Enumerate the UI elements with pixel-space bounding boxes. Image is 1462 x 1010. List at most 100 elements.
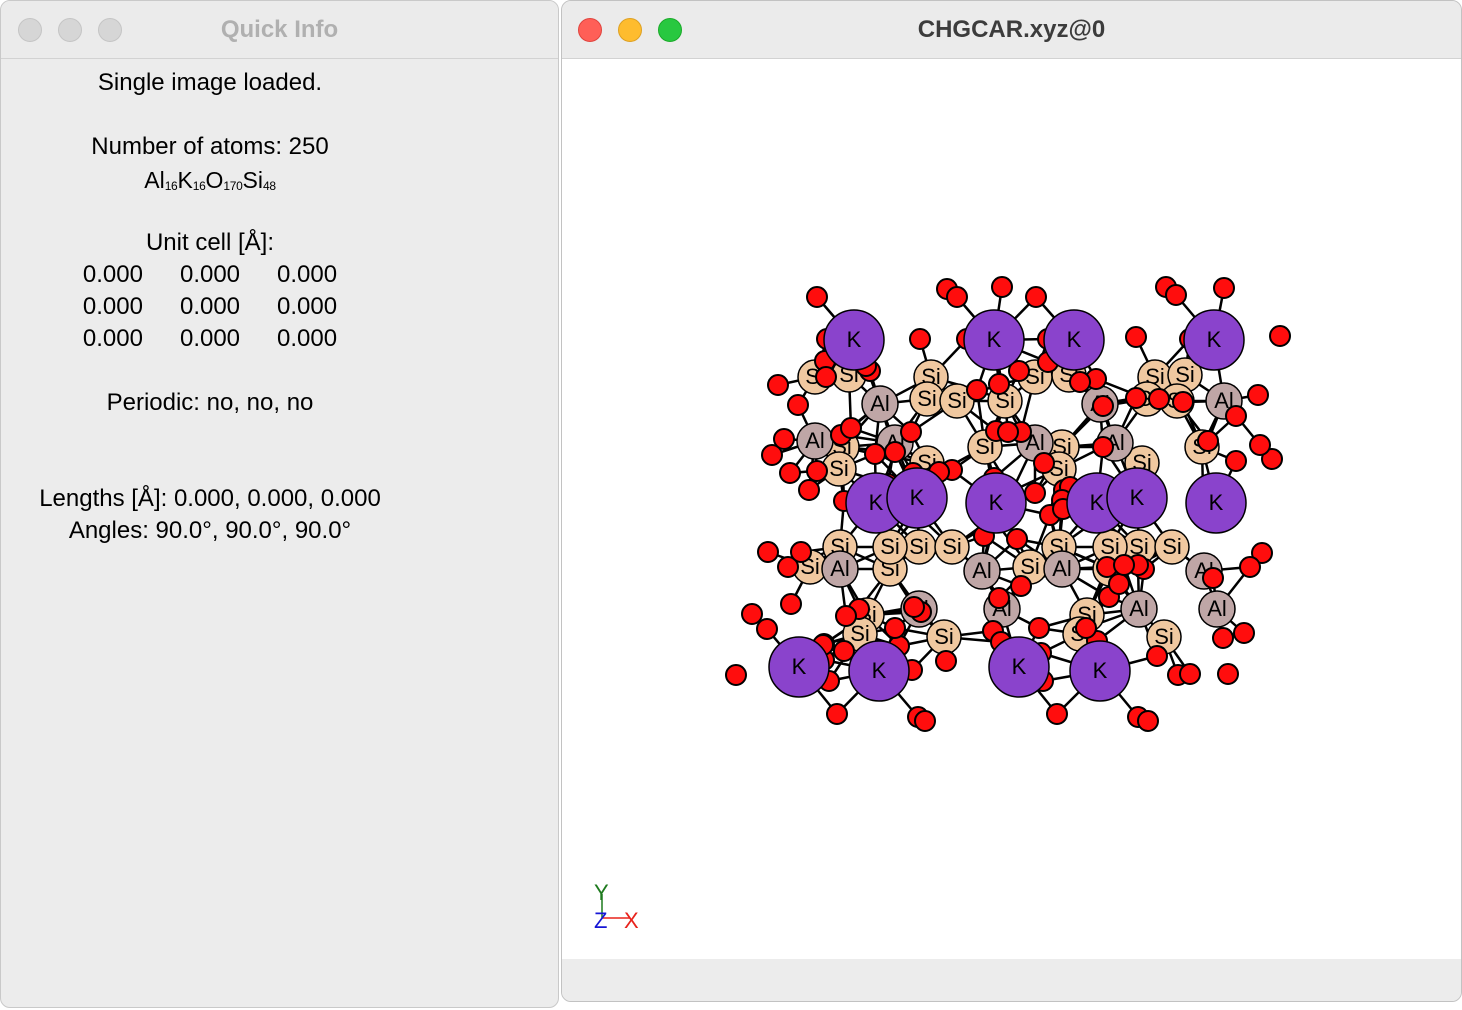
oxygen-atom[interactable] xyxy=(761,444,783,466)
oxygen-atom[interactable] xyxy=(1217,663,1239,685)
silicon-atom[interactable]: Si xyxy=(939,383,975,419)
aluminium-atom[interactable]: Al xyxy=(963,552,1001,590)
oxygen-atom[interactable] xyxy=(798,479,820,501)
aluminium-atom[interactable]: Al xyxy=(861,385,899,423)
oxygen-atom[interactable] xyxy=(1075,617,1097,639)
oxygen-atom[interactable] xyxy=(1172,391,1194,413)
oxygen-atom[interactable] xyxy=(1179,663,1201,685)
potassium-atom[interactable]: K xyxy=(886,467,948,529)
oxygen-atom[interactable] xyxy=(1225,405,1247,427)
aluminium-atom[interactable]: Al xyxy=(1120,590,1158,628)
potassium-atom[interactable]: K xyxy=(823,309,885,371)
potassium-atom[interactable]: K xyxy=(1185,472,1247,534)
potassium-atom[interactable]: K xyxy=(988,636,1050,698)
oxygen-atom[interactable] xyxy=(1024,482,1046,504)
viewer-titlebar[interactable]: CHGCAR.xyz@0 xyxy=(562,1,1461,59)
oxygen-atom[interactable] xyxy=(806,286,828,308)
oxygen-atom[interactable] xyxy=(909,328,931,350)
oxygen-atom[interactable] xyxy=(1008,360,1030,382)
oxygen-atom[interactable] xyxy=(815,366,837,388)
oxygen-atom[interactable] xyxy=(806,460,828,482)
oxygen-atom[interactable] xyxy=(1137,710,1159,732)
oxygen-atom[interactable] xyxy=(787,394,809,416)
quick-info-titlebar[interactable]: Quick Info xyxy=(1,1,558,59)
potassium-atom[interactable]: K xyxy=(963,309,1025,371)
oxygen-atom[interactable] xyxy=(1069,371,1091,393)
oxygen-atom[interactable] xyxy=(946,286,968,308)
silicon-atom[interactable]: Si xyxy=(1154,529,1190,565)
oxygen-atom[interactable] xyxy=(991,276,1013,298)
oxygen-atom[interactable] xyxy=(1108,573,1130,595)
oxygen-atom[interactable] xyxy=(767,374,789,396)
oxygen-atom[interactable] xyxy=(1165,284,1187,306)
oxygen-atom[interactable] xyxy=(1249,434,1271,456)
potassium-atom[interactable]: K xyxy=(1106,467,1168,529)
oxygen-atom[interactable] xyxy=(1247,384,1269,406)
zoom-button[interactable] xyxy=(658,18,682,42)
oxygen-atom[interactable] xyxy=(1148,388,1170,410)
oxygen-atom[interactable] xyxy=(1113,554,1135,576)
oxygen-atom[interactable] xyxy=(988,373,1010,395)
oxygen-atom[interactable] xyxy=(1251,542,1273,564)
aluminium-atom[interactable]: Al xyxy=(1043,550,1081,588)
oxygen-atom[interactable] xyxy=(1212,627,1234,649)
silicon-atom[interactable]: Si xyxy=(909,381,945,417)
oxygen-atom[interactable] xyxy=(935,650,957,672)
oxygen-atom[interactable] xyxy=(1146,645,1168,667)
oxygen-atom[interactable] xyxy=(1092,436,1114,458)
oxygen-atom[interactable] xyxy=(779,462,801,484)
potassium-atom[interactable]: K xyxy=(1069,640,1131,702)
silicon-atom[interactable]: Si xyxy=(872,529,908,565)
oxygen-atom[interactable] xyxy=(903,596,925,618)
oxygen-atom[interactable] xyxy=(988,587,1010,609)
aluminium-atom[interactable]: Al xyxy=(796,422,834,460)
oxygen-atom[interactable] xyxy=(997,421,1019,443)
oxygen-atom[interactable] xyxy=(1010,575,1032,597)
oxygen-atom[interactable] xyxy=(1033,452,1055,474)
oxygen-atom[interactable] xyxy=(826,703,848,725)
oxygen-atom[interactable] xyxy=(1025,286,1047,308)
oxygen-atom[interactable] xyxy=(1213,277,1235,299)
oxygen-atom[interactable] xyxy=(884,441,906,463)
oxygen-atom[interactable] xyxy=(780,593,802,615)
zoom-button[interactable] xyxy=(98,18,122,42)
oxygen-atom[interactable] xyxy=(833,640,855,662)
structure-canvas[interactable]: Si Si Si Si Si Si Si Si Si Si Si Si Si Si Si Si Si Si Si Si… xyxy=(562,59,1461,959)
oxygen-atom[interactable] xyxy=(1225,450,1247,472)
oxygen-atom[interactable] xyxy=(790,541,812,563)
oxygen-atom[interactable] xyxy=(773,428,795,450)
oxygen-atom[interactable] xyxy=(840,417,862,439)
oxygen-atom[interactable] xyxy=(725,664,747,686)
silicon-atom[interactable]: Si xyxy=(821,451,857,487)
potassium-atom[interactable]: K xyxy=(848,640,910,702)
close-button[interactable] xyxy=(18,18,42,42)
oxygen-atom[interactable] xyxy=(1233,622,1255,644)
oxygen-atom[interactable] xyxy=(741,603,763,625)
oxygen-atom[interactable] xyxy=(1197,430,1219,452)
oxygen-atom[interactable] xyxy=(1239,556,1261,578)
oxygen-atom[interactable] xyxy=(1028,617,1050,639)
potassium-atom[interactable]: K xyxy=(1043,309,1105,371)
oxygen-atom[interactable] xyxy=(1125,387,1147,409)
close-button[interactable] xyxy=(578,18,602,42)
oxygen-atom[interactable] xyxy=(777,556,799,578)
aluminium-atom[interactable]: Al xyxy=(1198,590,1236,628)
oxygen-atom[interactable] xyxy=(1046,703,1068,725)
potassium-atom[interactable]: K xyxy=(965,472,1027,534)
oxygen-atom[interactable] xyxy=(900,421,922,443)
oxygen-atom[interactable] xyxy=(864,443,886,465)
oxygen-atom[interactable] xyxy=(756,618,778,640)
aluminium-atom[interactable]: Al xyxy=(821,550,859,588)
oxygen-atom[interactable] xyxy=(1202,567,1224,589)
oxygen-atom[interactable] xyxy=(884,617,906,639)
silicon-atom[interactable]: Si xyxy=(934,529,970,565)
silicon-atom[interactable]: Si xyxy=(926,619,962,655)
oxygen-atom[interactable] xyxy=(1261,448,1283,470)
potassium-atom[interactable]: K xyxy=(1183,309,1245,371)
oxygen-atom[interactable] xyxy=(757,541,779,563)
minimize-button[interactable] xyxy=(58,18,82,42)
minimize-button[interactable] xyxy=(618,18,642,42)
oxygen-atom[interactable] xyxy=(914,710,936,732)
oxygen-atom[interactable] xyxy=(1092,395,1114,417)
